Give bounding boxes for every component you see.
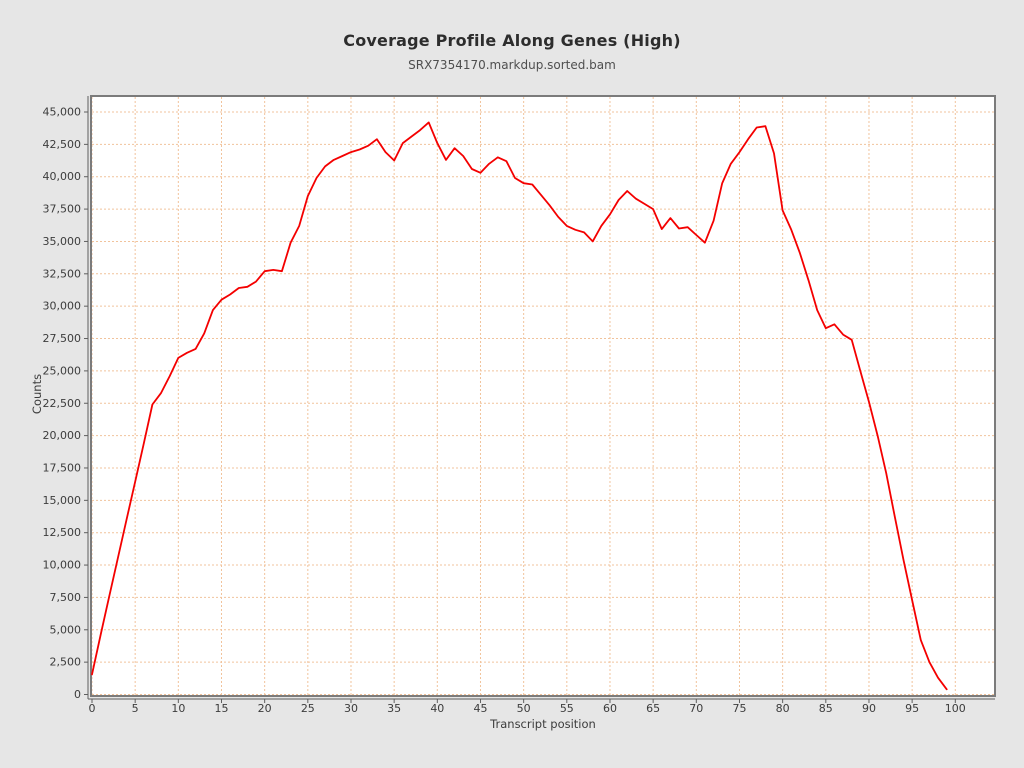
x-tick-label: 50	[517, 702, 531, 715]
y-tick-label: 22,500	[43, 397, 82, 410]
plot-area	[91, 96, 995, 696]
x-tick-label: 10	[171, 702, 185, 715]
x-tick-label: 95	[905, 702, 919, 715]
y-tick-label: 40,000	[43, 170, 82, 183]
x-tick-label: 30	[344, 702, 358, 715]
y-axis-label: Counts	[30, 373, 44, 415]
y-tick-label: 25,000	[43, 364, 82, 377]
x-tick-label: 90	[862, 702, 876, 715]
y-tick-label: 5,000	[50, 623, 82, 636]
x-tick-label: 60	[603, 702, 617, 715]
x-tick-label: 5	[132, 702, 139, 715]
x-tick-label: 85	[819, 702, 833, 715]
x-tick-label: 25	[301, 702, 315, 715]
y-tick-label: 27,500	[43, 332, 82, 345]
y-tick-label: 7,500	[50, 591, 82, 604]
chart-subtitle: SRX7354170.markdup.sorted.bam	[408, 58, 616, 72]
x-tick-label: 100	[945, 702, 966, 715]
x-tick-label: 45	[473, 702, 487, 715]
y-tick-label: 20,000	[43, 429, 82, 442]
x-tick-label: 80	[776, 702, 790, 715]
y-tick-label: 42,500	[43, 138, 82, 151]
x-tick-label: 40	[430, 702, 444, 715]
x-tick-label: 0	[89, 702, 96, 715]
y-tick-label: 17,500	[43, 461, 82, 474]
y-tick-label: 30,000	[43, 300, 82, 313]
coverage-series-line	[91, 121, 948, 691]
x-tick-label: 20	[258, 702, 272, 715]
y-tick-label: 10,000	[43, 559, 82, 572]
plot-border	[90, 95, 996, 697]
y-tick-label: 0	[74, 688, 81, 701]
y-tick-label: 35,000	[43, 235, 82, 248]
y-tick-label: 2,500	[50, 656, 82, 669]
y-tick-label: 15,000	[43, 494, 82, 507]
x-tick-label: 55	[560, 702, 574, 715]
x-axis-label: Transcript position	[490, 717, 596, 731]
x-tick-label: 70	[689, 702, 703, 715]
x-tick-label: 75	[732, 702, 746, 715]
x-tick-label: 65	[646, 702, 660, 715]
chart-title: Coverage Profile Along Genes (High)	[343, 31, 681, 50]
y-tick-label: 12,500	[43, 526, 82, 539]
x-tick-label: 15	[214, 702, 228, 715]
x-tick-label: 35	[387, 702, 401, 715]
y-tick-label: 45,000	[43, 106, 82, 119]
y-tick-label: 32,500	[43, 267, 82, 280]
y-tick-label: 37,500	[43, 203, 82, 216]
